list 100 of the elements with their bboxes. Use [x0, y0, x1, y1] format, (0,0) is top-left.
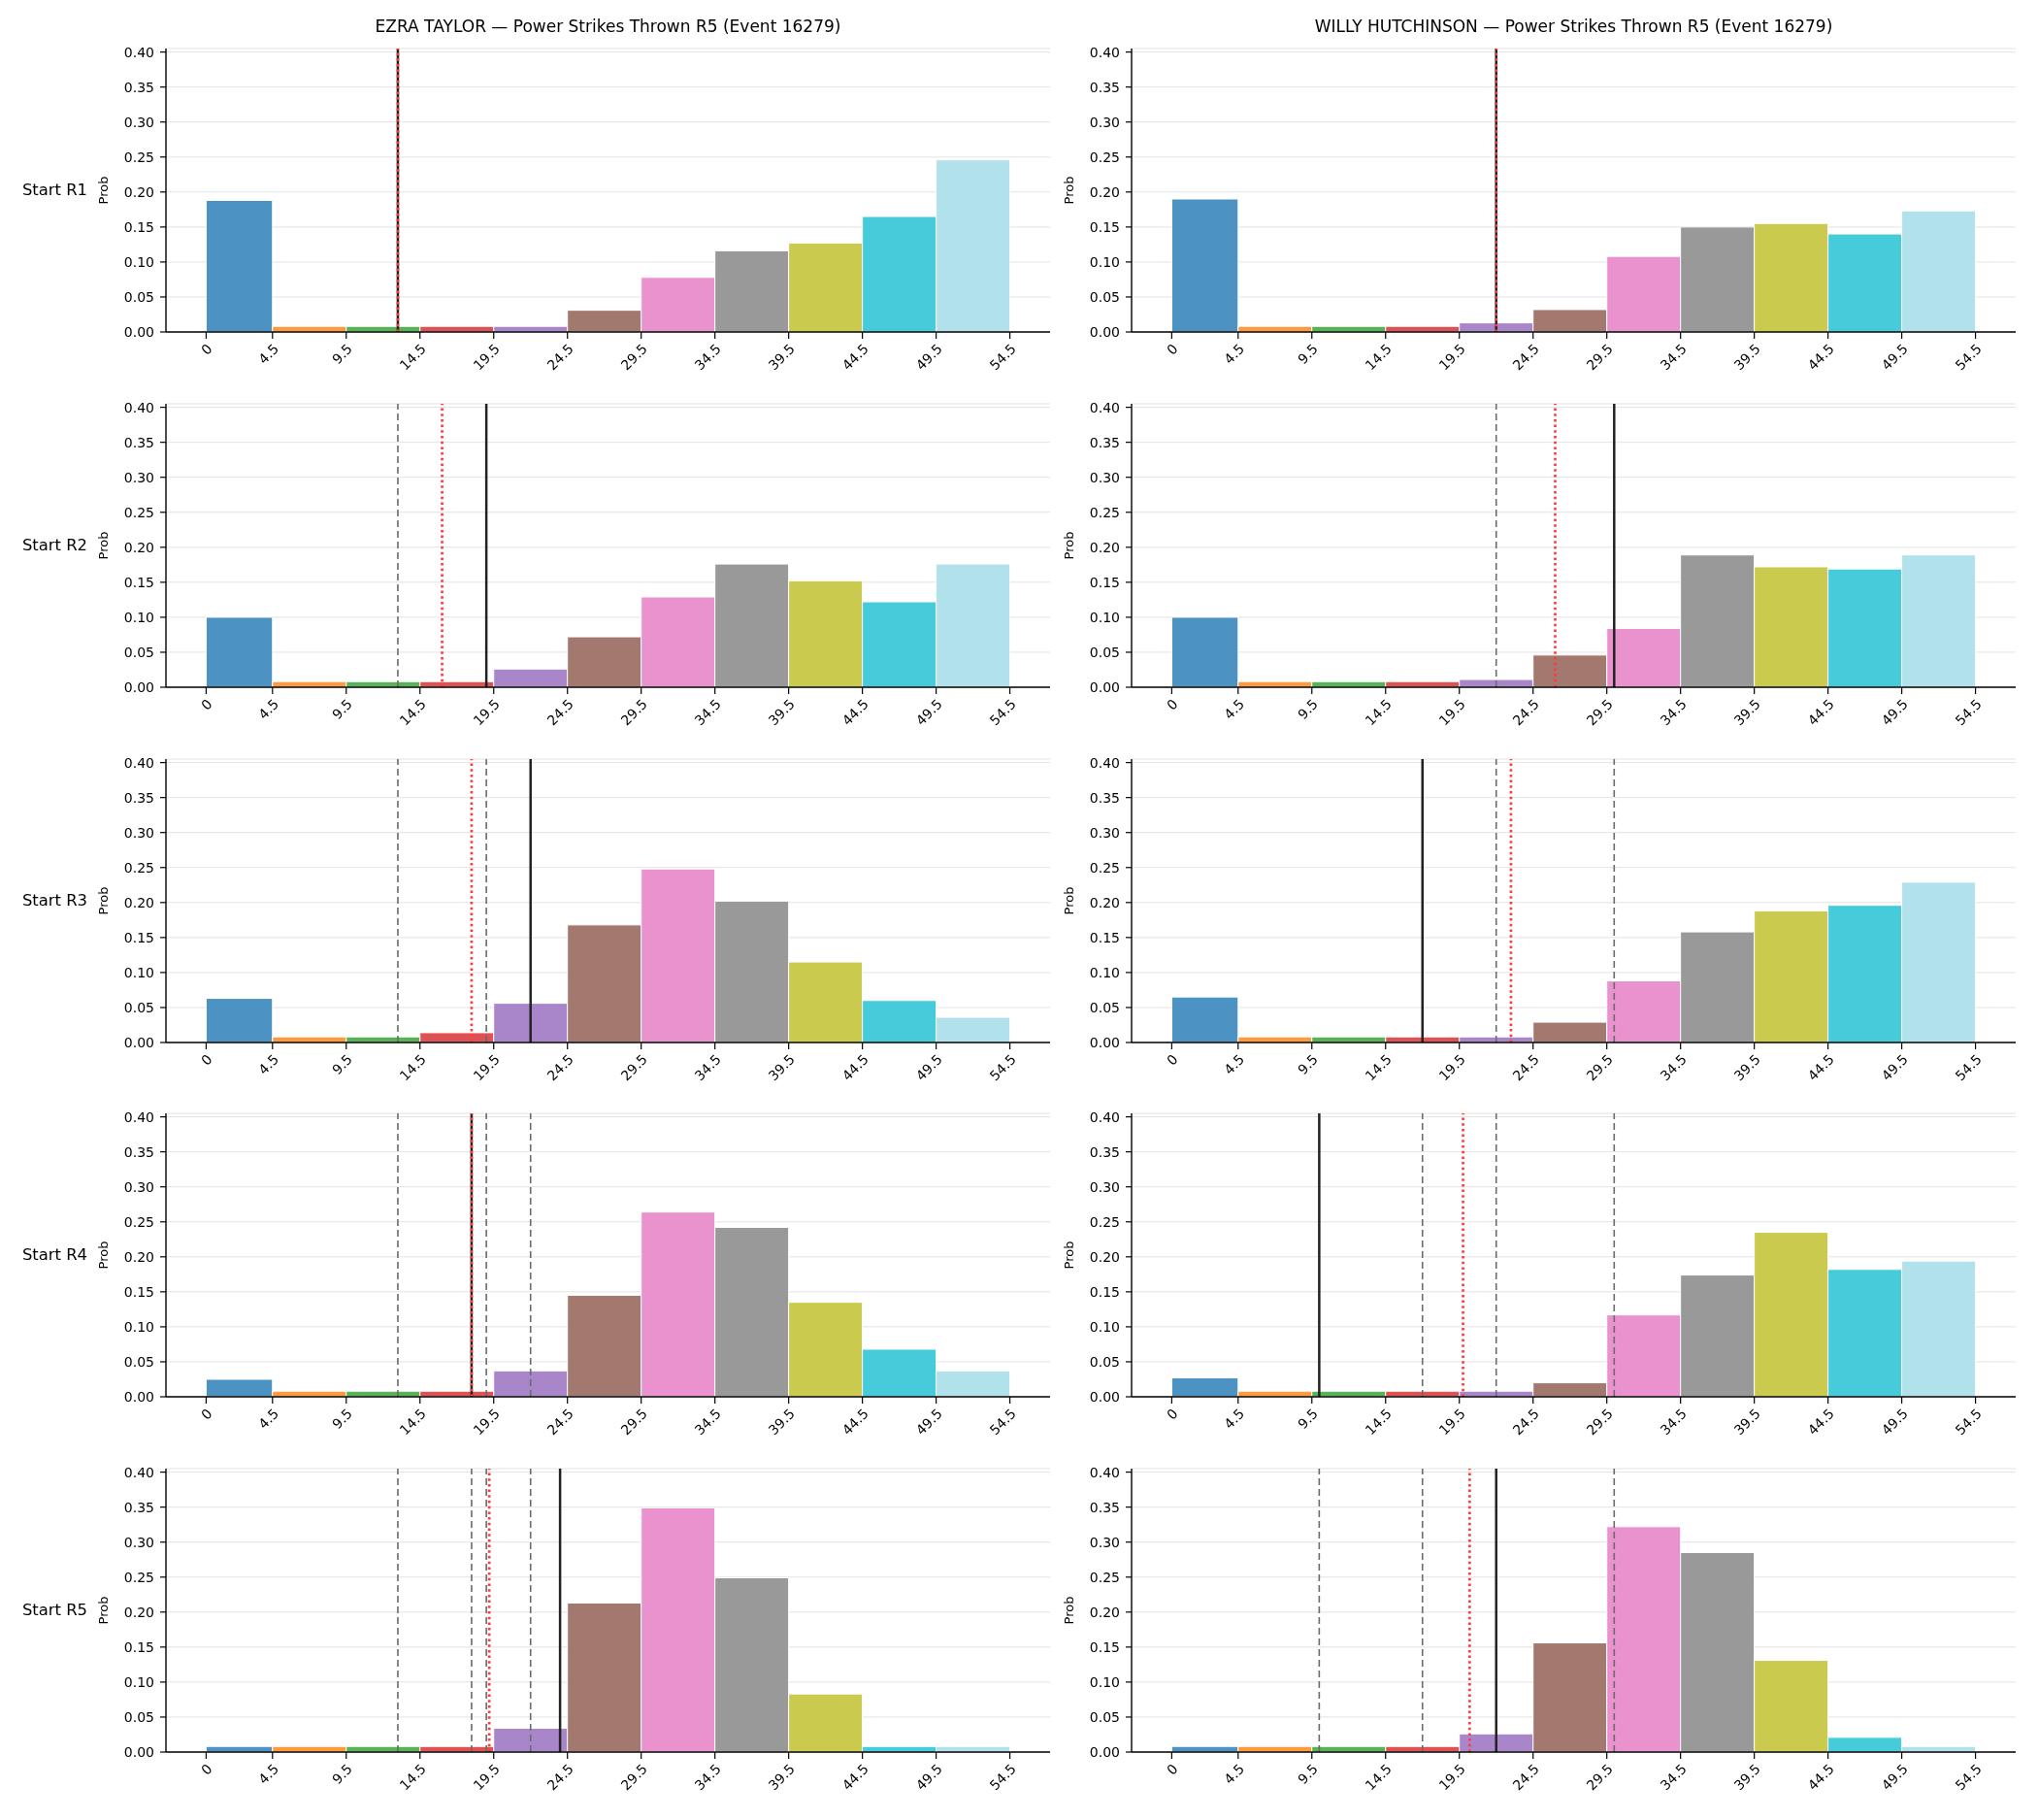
y-tick-label: 0.40: [123, 44, 154, 60]
y-tick-label: 0.05: [1089, 999, 1120, 1015]
y-tick-label: 0.20: [123, 894, 154, 910]
y-tick-label: 0.25: [1089, 504, 1120, 520]
y-tick-label: 0.25: [123, 149, 154, 165]
y-tick-label: 0.25: [123, 504, 154, 520]
y-tick-label: 0.05: [123, 999, 154, 1015]
y-axis-title: Prob: [95, 1240, 112, 1272]
y-tick-label: 0.30: [123, 469, 154, 485]
y-tick-label: 0.05: [1089, 1354, 1120, 1371]
y-tick-label: 0.00: [123, 678, 154, 695]
y-tick-label: 0.10: [1089, 609, 1120, 625]
y-tick-label: 0.20: [1089, 1604, 1120, 1620]
y-tick-label: 0.15: [1089, 1639, 1120, 1656]
text: Start R2: [21, 534, 87, 556]
y-tick-label: 0.15: [1089, 574, 1120, 590]
x-tick-label: 4.5: [1220, 1050, 1248, 1077]
x-tick-label: 4.5: [254, 695, 282, 722]
y-axis-title: Prob: [1061, 1240, 1077, 1272]
y-tick-label: 0.00: [1089, 678, 1120, 695]
y-tick-label: 0.35: [123, 1144, 154, 1161]
y-tick-label: 0.15: [123, 218, 154, 235]
x-tick-label: 9.5: [328, 1761, 356, 1788]
y-tick-label: 0.10: [123, 964, 154, 980]
y-axis-title: Prob: [95, 175, 112, 207]
x-tick-label: 9.5: [1294, 340, 1322, 367]
y-tick-label: 0.20: [1089, 1249, 1120, 1266]
y-tick-label: 0.15: [1089, 929, 1120, 945]
y-tick-label: 0.30: [1089, 114, 1120, 130]
chart-title: WILLY HUTCHINSON — Power Strikes Thrown R5 (Event 16279): [1313, 16, 1834, 38]
y-tick-label: 0.30: [123, 824, 154, 841]
y-tick-label: 0.40: [1089, 754, 1120, 771]
y-tick-label: 0.15: [123, 1284, 154, 1301]
text: Start R1: [21, 180, 87, 201]
y-tick-label: 0.00: [123, 1389, 154, 1406]
y-tick-label: 0.20: [1089, 183, 1120, 200]
y-tick-label: 0.40: [123, 1464, 154, 1480]
x-tick-label: 4.5: [254, 340, 282, 367]
text: Start R3: [21, 889, 87, 911]
y-tick-label: 0.00: [1089, 1744, 1120, 1761]
y-tick-label: 0.35: [123, 434, 154, 450]
y-axis-title: Prob: [1061, 175, 1077, 207]
x-tick-label: 4.5: [1220, 1406, 1248, 1433]
x-tick-label: 0: [198, 1761, 215, 1778]
x-tick-label: 0: [1164, 340, 1181, 358]
y-tick-label: 0.25: [123, 1569, 154, 1585]
y-tick-label: 0.00: [1089, 1034, 1120, 1050]
text: Start R4: [21, 1244, 87, 1267]
y-tick-label: 0.20: [123, 539, 154, 555]
y-tick-label: 0.30: [123, 1179, 154, 1196]
y-tick-label: 0.35: [1089, 1499, 1120, 1515]
x-tick-label: 9.5: [328, 1406, 356, 1433]
y-tick-label: 0.10: [123, 1319, 154, 1336]
y-tick-label: 0.25: [123, 1214, 154, 1231]
y-tick-label: 0.25: [1089, 1214, 1120, 1231]
x-tick-label: 0: [198, 1050, 215, 1069]
x-tick-label: 9.5: [1294, 1761, 1322, 1788]
y-tick-label: 0.10: [1089, 964, 1120, 980]
x-tick-label: 0: [1164, 1761, 1181, 1778]
y-tick-label: 0.20: [123, 1604, 154, 1620]
y-tick-label: 0.20: [123, 183, 154, 200]
y-axis-title: Prob: [95, 530, 112, 562]
y-tick-label: 0.30: [1089, 824, 1120, 841]
y-tick-label: 0.35: [123, 1499, 154, 1515]
y-tick-label: 0.30: [1089, 469, 1120, 485]
y-tick-label: 0.20: [1089, 539, 1120, 555]
y-tick-label: 0.30: [1089, 1534, 1120, 1550]
y-tick-label: 0.10: [1089, 253, 1120, 270]
y-tick-label: 0.40: [123, 399, 154, 415]
y-tick-label: 0.25: [123, 859, 154, 876]
y-tick-label: 0.05: [123, 288, 154, 305]
y-tick-label: 0.15: [1089, 1284, 1120, 1301]
x-tick-label: 0: [1164, 1050, 1181, 1069]
y-axis-title: Prob: [1061, 530, 1077, 562]
y-tick-label: 0.15: [123, 574, 154, 590]
x-tick-label: 9.5: [328, 695, 356, 722]
y-tick-label: 0.05: [1089, 1709, 1120, 1726]
y-tick-label: 0.40: [1089, 1109, 1120, 1125]
y-tick-label: 0.35: [123, 789, 154, 806]
text: Start R5: [21, 1600, 87, 1622]
y-tick-label: 0.35: [1089, 434, 1120, 450]
y-tick-label: 0.25: [1089, 859, 1120, 876]
x-tick-label: 9.5: [328, 340, 356, 367]
y-tick-label: 0.35: [1089, 789, 1120, 806]
y-tick-label: 0.35: [1089, 79, 1120, 95]
y-tick-label: 0.40: [1089, 399, 1120, 415]
y-tick-label: 0.00: [1089, 323, 1120, 340]
y-axis-title: Prob: [95, 885, 112, 917]
x-tick-label: 0: [1164, 1406, 1181, 1423]
y-tick-label: 0.10: [123, 253, 154, 270]
y-tick-label: 0.00: [123, 323, 154, 340]
y-tick-label: 0.00: [123, 1034, 154, 1050]
y-tick-label: 0.05: [123, 1354, 154, 1371]
y-tick-label: 0.15: [1089, 218, 1120, 235]
y-tick-label: 0.05: [1089, 288, 1120, 305]
y-tick-label: 0.05: [123, 1709, 154, 1726]
y-tick-label: 0.05: [123, 644, 154, 660]
y-tick-label: 0.15: [123, 929, 154, 945]
y-tick-label: 0.25: [1089, 1569, 1120, 1585]
y-tick-label: 0.10: [123, 609, 154, 625]
